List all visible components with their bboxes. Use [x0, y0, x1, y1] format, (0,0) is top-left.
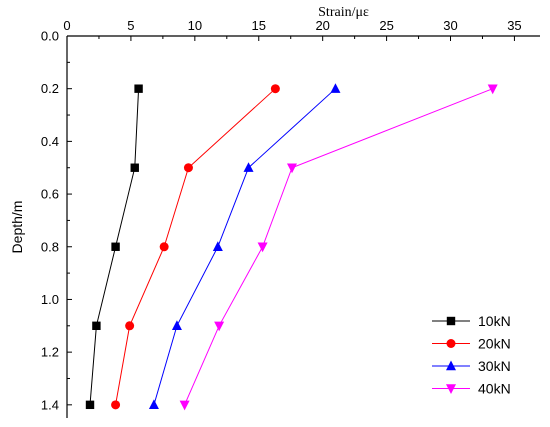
series-line-30kN	[153, 88, 336, 405]
data-point-40kN	[257, 242, 268, 253]
legend-label-20kN: 20kN	[478, 336, 511, 352]
legend-marker-40kN	[446, 384, 456, 394]
x-tick-label: 30	[443, 18, 457, 33]
data-point-20kN	[183, 163, 193, 173]
data-point-20kN	[111, 400, 121, 410]
data-point-40kN	[179, 400, 190, 411]
y-tick-label: 0.6	[41, 187, 59, 202]
plot-area: 0 5 10 15 20 25 30 35 0.0 0.2 0.4 0.6 0.8 1.0 1.2 1.4 St…	[9, 5, 540, 418]
legend-label-40kN: 40kN	[478, 381, 511, 397]
data-point-30kN	[330, 83, 341, 93]
y-tick-label: 0.0	[41, 29, 59, 44]
x-tick-label: 15	[252, 18, 266, 33]
x-axis-title: Strain/με	[318, 5, 369, 20]
data-point-10kN	[111, 242, 120, 251]
legend-marker-30kN	[446, 360, 456, 371]
y-tick-label: 1.0	[41, 292, 59, 307]
data-point-30kN	[212, 241, 223, 251]
data-point-10kN	[130, 163, 139, 172]
x-tick-label: 5	[127, 18, 134, 33]
legend-marker-20kN	[446, 339, 456, 348]
x-tick-label: 35	[507, 18, 521, 33]
legend-label-30kN: 30kN	[478, 358, 511, 374]
data-point-10kN	[134, 84, 143, 93]
y-tick-label: 0.8	[41, 239, 59, 254]
data-point-30kN	[148, 399, 159, 410]
data-point-20kN	[270, 84, 280, 94]
data-point-10kN	[92, 321, 101, 330]
data-point-10kN	[85, 400, 95, 410]
legend-label-10kN: 10kN	[478, 313, 511, 329]
y-tick-label: 0.4	[41, 134, 59, 149]
data-point-30kN	[243, 162, 254, 172]
y-tick-label: 1.2	[41, 345, 59, 360]
y-axis-title: Depth/m	[9, 201, 25, 254]
data-point-20kN	[125, 321, 135, 331]
x-tick-label: 20	[315, 18, 329, 33]
x-tick-label: 0	[63, 18, 70, 33]
x-tick-label: 10	[188, 18, 202, 33]
data-point-40kN	[487, 84, 498, 95]
data-point-30kN	[171, 320, 182, 330]
series-line-20kN	[115, 88, 276, 405]
data-point-40kN	[286, 163, 297, 174]
legend-marker-10kN	[446, 316, 456, 326]
data-point-40kN	[214, 321, 225, 332]
data-point-20kN	[159, 242, 169, 252]
x-tick-label: 25	[379, 18, 393, 33]
y-tick-label: 1.4	[41, 397, 59, 412]
series-line-40kN	[184, 88, 493, 406]
y-tick-label: 0.2	[41, 81, 59, 96]
